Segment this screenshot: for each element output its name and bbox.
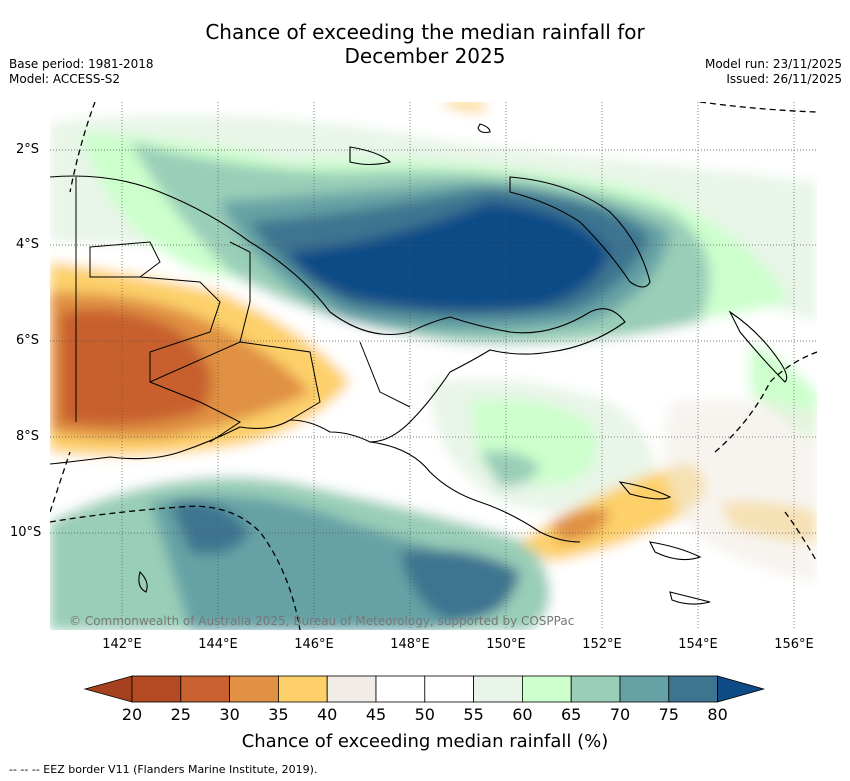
rainfall-map	[50, 102, 817, 630]
colorbar-tick-label: 40	[317, 705, 338, 724]
contour-fill	[50, 102, 817, 630]
lat-label-2s: 2°S	[16, 142, 40, 157]
colorbar-cell	[473, 675, 523, 703]
colorbar-tick-label: 45	[365, 705, 387, 724]
colorbar-tick-label: 70	[609, 705, 631, 724]
eez-legend: -- -- -- EEZ border V11 (Flanders Marine…	[9, 763, 318, 776]
lon-label-150e: 150°E	[486, 637, 526, 652]
lon-label-148e: 148°E	[390, 637, 430, 652]
issued-date: Issued: 26/11/2025	[726, 72, 842, 86]
base-period: Base period: 1981-2018	[9, 57, 154, 71]
colorbar-extend-high	[717, 675, 766, 703]
colorbar-cells	[83, 675, 766, 703]
lat-label-6s: 6°S	[16, 333, 40, 348]
lat-label-8s: 8°S	[16, 429, 40, 444]
colorbar-tick-label: 35	[268, 705, 289, 724]
colorbar-tick-label: 55	[463, 705, 484, 724]
colorbar-tick-label: 80	[707, 705, 728, 724]
colorbar-tick-label: 25	[170, 705, 191, 724]
colorbar-cell	[131, 675, 182, 703]
colorbar-extend-low	[83, 675, 133, 703]
colorbar-cell	[277, 675, 328, 703]
colorbar-tick-label: 65	[561, 705, 582, 724]
meta-left: Base period: 1981-2018 Model: ACCESS-S2	[9, 57, 154, 87]
colorbar-cell	[570, 675, 621, 703]
colorbar-cell	[424, 675, 474, 703]
lon-label-152e: 152°E	[582, 637, 622, 652]
lat-label-10s: 10°S	[10, 525, 42, 540]
chart-title-line2: December 2025	[344, 44, 506, 68]
borders	[75, 177, 411, 443]
model-name: Model: ACCESS-S2	[9, 72, 121, 86]
copyright-note: © Commonwealth of Australia 2025, Bureau…	[69, 614, 575, 628]
eez-borders	[50, 102, 817, 630]
colorbar-cell	[180, 675, 231, 703]
lon-label-154e: 154°E	[678, 637, 718, 652]
meta-right: Model run: 23/11/2025 Issued: 26/11/2025	[705, 57, 842, 87]
colorbar-tick-label: 20	[121, 705, 143, 724]
lat-label-4s: 4°S	[16, 237, 40, 252]
chart-title-line1: Chance of exceeding the median rainfall …	[205, 20, 645, 44]
colorbar-cell	[326, 675, 377, 703]
colorbar-cell	[375, 675, 426, 703]
colorbar-tick-label: 50	[414, 705, 435, 724]
lon-label-144e: 144°E	[198, 637, 238, 652]
colorbar-tick-label: 60	[512, 705, 533, 724]
lon-label-156e: 156°E	[774, 637, 814, 652]
colorbar-cell	[619, 675, 670, 703]
colorbar-tick-label: 30	[219, 705, 240, 724]
colorbar-cell	[668, 675, 718, 703]
model-run: Model run: 23/11/2025	[704, 57, 842, 71]
gridlines	[50, 102, 817, 630]
lon-label-142e: 142°E	[102, 637, 142, 652]
colorbar	[83, 675, 766, 703]
colorbar-cell	[521, 675, 572, 703]
colorbar-title: Chance of exceeding median rainfall (%)	[241, 731, 609, 752]
lon-label-146e: 146°E	[294, 637, 334, 652]
map-svg	[50, 102, 817, 630]
colorbar-tick-label: 75	[658, 705, 679, 724]
colorbar-cell	[229, 675, 279, 703]
coastlines	[50, 123, 788, 605]
